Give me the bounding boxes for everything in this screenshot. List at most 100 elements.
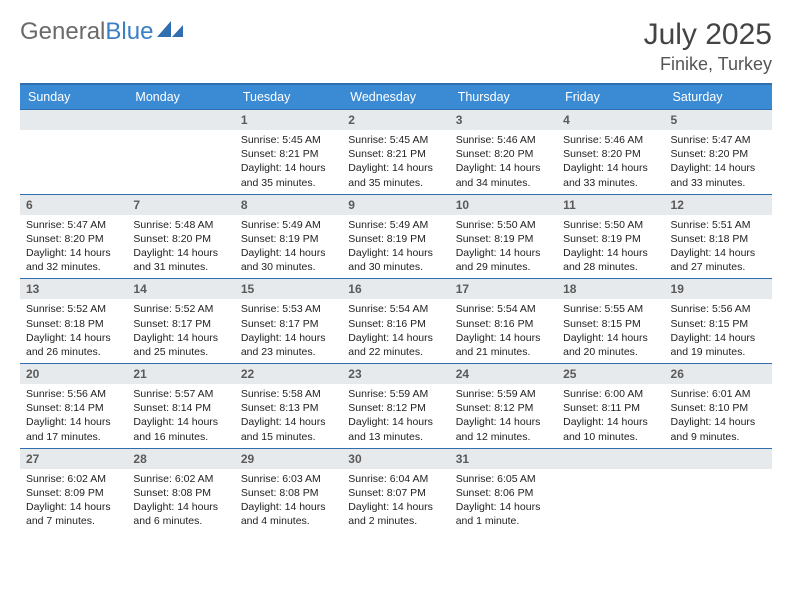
day-body: Sunrise: 5:59 AMSunset: 8:12 PMDaylight:… (450, 384, 557, 448)
daylight-line: Daylight: 14 hours and 2 minutes. (348, 500, 443, 528)
day-number: 25 (557, 364, 664, 384)
sunrise-line: Sunrise: 5:50 AM (456, 218, 551, 232)
sunrise-line: Sunrise: 5:57 AM (133, 387, 228, 401)
week-row: 6Sunrise: 5:47 AMSunset: 8:20 PMDaylight… (20, 194, 772, 279)
day-number: 9 (342, 195, 449, 215)
sunrise-line: Sunrise: 6:03 AM (241, 472, 336, 486)
day-number: 12 (665, 195, 772, 215)
day-body: Sunrise: 5:47 AMSunset: 8:20 PMDaylight:… (20, 215, 127, 279)
daylight-line: Daylight: 14 hours and 28 minutes. (563, 246, 658, 274)
day-body: Sunrise: 6:03 AMSunset: 8:08 PMDaylight:… (235, 469, 342, 533)
sunset-line: Sunset: 8:07 PM (348, 486, 443, 500)
day-number: 19 (665, 279, 772, 299)
day-body: Sunrise: 6:05 AMSunset: 8:06 PMDaylight:… (450, 469, 557, 533)
sunset-line: Sunset: 8:19 PM (348, 232, 443, 246)
day-number (127, 110, 234, 130)
day-body: Sunrise: 5:46 AMSunset: 8:20 PMDaylight:… (557, 130, 664, 194)
day-number: 14 (127, 279, 234, 299)
day-number: 8 (235, 195, 342, 215)
sunset-line: Sunset: 8:20 PM (26, 232, 121, 246)
day-cell: 3Sunrise: 5:46 AMSunset: 8:20 PMDaylight… (450, 110, 557, 194)
sunset-line: Sunset: 8:06 PM (456, 486, 551, 500)
sunrise-line: Sunrise: 6:02 AM (133, 472, 228, 486)
sunrise-line: Sunrise: 5:51 AM (671, 218, 766, 232)
day-body (127, 130, 234, 137)
daylight-line: Daylight: 14 hours and 1 minute. (456, 500, 551, 528)
daylight-line: Daylight: 14 hours and 34 minutes. (456, 161, 551, 189)
sunrise-line: Sunrise: 5:59 AM (348, 387, 443, 401)
day-body: Sunrise: 5:50 AMSunset: 8:19 PMDaylight:… (450, 215, 557, 279)
brand-logo: GeneralBlue (20, 18, 185, 46)
day-body: Sunrise: 5:52 AMSunset: 8:18 PMDaylight:… (20, 299, 127, 363)
day-body: Sunrise: 5:56 AMSunset: 8:15 PMDaylight:… (665, 299, 772, 363)
day-body: Sunrise: 5:45 AMSunset: 8:21 PMDaylight:… (235, 130, 342, 194)
day-body: Sunrise: 5:51 AMSunset: 8:18 PMDaylight:… (665, 215, 772, 279)
brand-part1: General (20, 18, 105, 46)
daylight-line: Daylight: 14 hours and 33 minutes. (671, 161, 766, 189)
day-cell: 17Sunrise: 5:54 AMSunset: 8:16 PMDayligh… (450, 279, 557, 363)
sunset-line: Sunset: 8:18 PM (671, 232, 766, 246)
day-body: Sunrise: 5:53 AMSunset: 8:17 PMDaylight:… (235, 299, 342, 363)
week-row: 1Sunrise: 5:45 AMSunset: 8:21 PMDaylight… (20, 109, 772, 194)
sunset-line: Sunset: 8:13 PM (241, 401, 336, 415)
day-cell: 25Sunrise: 6:00 AMSunset: 8:11 PMDayligh… (557, 364, 664, 448)
dow-wednesday: Wednesday (342, 85, 449, 109)
sunrise-line: Sunrise: 5:58 AM (241, 387, 336, 401)
daylight-line: Daylight: 14 hours and 12 minutes. (456, 415, 551, 443)
sunrise-line: Sunrise: 5:56 AM (671, 302, 766, 316)
sunrise-line: Sunrise: 6:00 AM (563, 387, 658, 401)
sunrise-line: Sunrise: 5:49 AM (348, 218, 443, 232)
day-body: Sunrise: 5:49 AMSunset: 8:19 PMDaylight:… (235, 215, 342, 279)
day-body: Sunrise: 5:59 AMSunset: 8:12 PMDaylight:… (342, 384, 449, 448)
daylight-line: Daylight: 14 hours and 23 minutes. (241, 331, 336, 359)
dow-row: SundayMondayTuesdayWednesdayThursdayFrid… (20, 85, 772, 109)
day-number: 11 (557, 195, 664, 215)
sunset-line: Sunset: 8:15 PM (563, 317, 658, 331)
day-number (20, 110, 127, 130)
day-number: 18 (557, 279, 664, 299)
day-cell (20, 110, 127, 194)
sunset-line: Sunset: 8:18 PM (26, 317, 121, 331)
day-body: Sunrise: 5:49 AMSunset: 8:19 PMDaylight:… (342, 215, 449, 279)
header: GeneralBlue July 2025 Finike, Turkey (20, 18, 772, 75)
day-number: 21 (127, 364, 234, 384)
day-number: 28 (127, 449, 234, 469)
day-number: 26 (665, 364, 772, 384)
day-cell: 21Sunrise: 5:57 AMSunset: 8:14 PMDayligh… (127, 364, 234, 448)
day-body: Sunrise: 5:57 AMSunset: 8:14 PMDaylight:… (127, 384, 234, 448)
day-cell: 8Sunrise: 5:49 AMSunset: 8:19 PMDaylight… (235, 195, 342, 279)
day-number: 27 (20, 449, 127, 469)
day-cell: 28Sunrise: 6:02 AMSunset: 8:08 PMDayligh… (127, 449, 234, 533)
daylight-line: Daylight: 14 hours and 7 minutes. (26, 500, 121, 528)
day-cell: 13Sunrise: 5:52 AMSunset: 8:18 PMDayligh… (20, 279, 127, 363)
day-body: Sunrise: 5:52 AMSunset: 8:17 PMDaylight:… (127, 299, 234, 363)
day-number: 6 (20, 195, 127, 215)
sunrise-line: Sunrise: 5:49 AM (241, 218, 336, 232)
weeks-container: 1Sunrise: 5:45 AMSunset: 8:21 PMDaylight… (20, 109, 772, 532)
sunset-line: Sunset: 8:19 PM (456, 232, 551, 246)
day-body: Sunrise: 6:04 AMSunset: 8:07 PMDaylight:… (342, 469, 449, 533)
sunset-line: Sunset: 8:16 PM (456, 317, 551, 331)
day-number: 24 (450, 364, 557, 384)
daylight-line: Daylight: 14 hours and 15 minutes. (241, 415, 336, 443)
daylight-line: Daylight: 14 hours and 35 minutes. (241, 161, 336, 189)
sunset-line: Sunset: 8:08 PM (133, 486, 228, 500)
sunrise-line: Sunrise: 5:47 AM (26, 218, 121, 232)
daylight-line: Daylight: 14 hours and 9 minutes. (671, 415, 766, 443)
daylight-line: Daylight: 14 hours and 10 minutes. (563, 415, 658, 443)
sunset-line: Sunset: 8:08 PM (241, 486, 336, 500)
day-cell: 24Sunrise: 5:59 AMSunset: 8:12 PMDayligh… (450, 364, 557, 448)
sunset-line: Sunset: 8:15 PM (671, 317, 766, 331)
sunset-line: Sunset: 8:16 PM (348, 317, 443, 331)
day-body (665, 469, 772, 476)
day-cell: 10Sunrise: 5:50 AMSunset: 8:19 PMDayligh… (450, 195, 557, 279)
dow-sunday: Sunday (20, 85, 127, 109)
day-body (557, 469, 664, 476)
brand-part2: Blue (105, 18, 153, 46)
day-number: 20 (20, 364, 127, 384)
day-cell: 6Sunrise: 5:47 AMSunset: 8:20 PMDaylight… (20, 195, 127, 279)
day-body: Sunrise: 6:00 AMSunset: 8:11 PMDaylight:… (557, 384, 664, 448)
day-cell: 1Sunrise: 5:45 AMSunset: 8:21 PMDaylight… (235, 110, 342, 194)
day-body: Sunrise: 5:54 AMSunset: 8:16 PMDaylight:… (450, 299, 557, 363)
day-number: 29 (235, 449, 342, 469)
